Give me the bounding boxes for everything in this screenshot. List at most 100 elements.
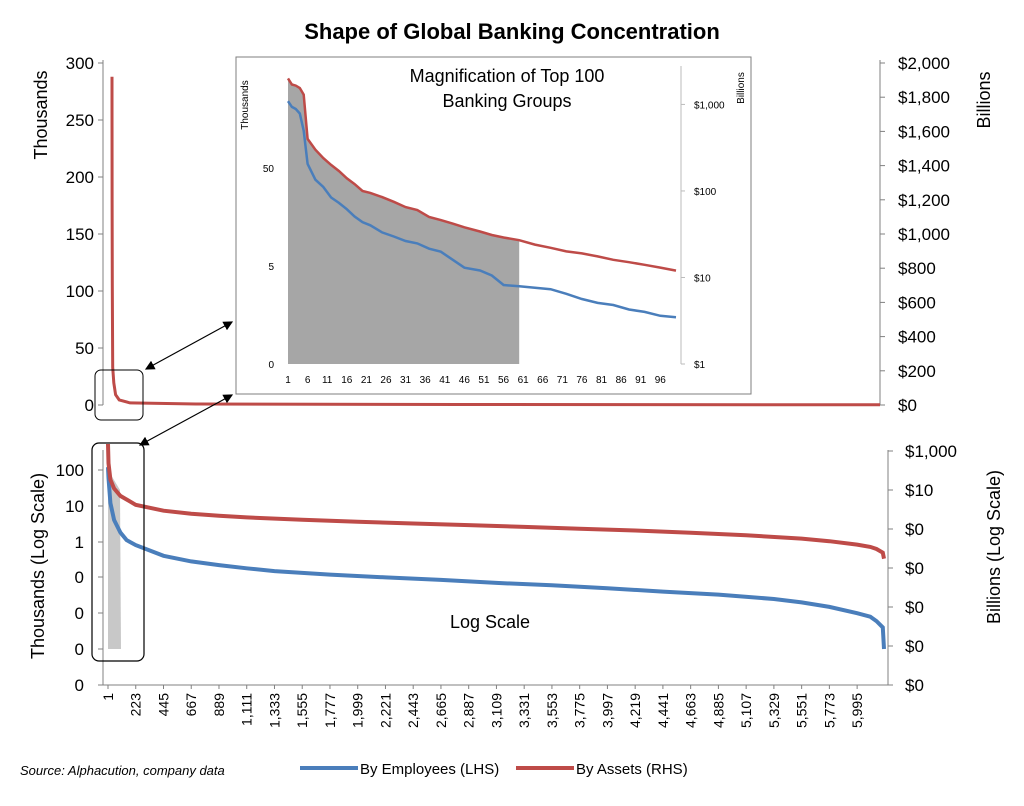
bottom-x-ticks: 1 223 445 667 889 1,111 1,333 1,555 1,777 1,999 2,…: [100, 685, 865, 728]
inset-panel: Magnification of Top 100 Banking Groups …: [235, 56, 752, 395]
inset-left-tick-label: 50: [263, 164, 275, 175]
inset-assets-series-line: [286, 77, 677, 272]
inset-x-tick-label: 66: [537, 375, 549, 386]
legend-assets-label: By Assets (RHS): [576, 761, 688, 778]
bottom-right-axis-label: Billions (Log Scale): [984, 470, 1004, 624]
arrow-bottom-to-inset: [138, 394, 234, 446]
top-right-ticks: $0 $200 $400 $600 $800 $1,000 $1,200 $1,400 $1,6…: [880, 54, 950, 415]
legend-employees-label: By Employees (LHS): [360, 761, 499, 778]
inset-title-text-2: Banking Groups: [442, 91, 571, 111]
inset-shaded-area: [288, 78, 520, 365]
bottom-x-tick-label: 1,777: [322, 693, 338, 728]
bottom-x-tick-label: 5,329: [766, 693, 782, 728]
inset-x-tick-label: 76: [576, 375, 588, 386]
inset-x-tick-label: 81: [596, 375, 608, 386]
bottom-x-tick-label: 1,555: [294, 693, 310, 728]
bottom-x-tick-label: 4,219: [627, 693, 643, 728]
top-right-tick-label: $800: [898, 259, 936, 278]
inset-left-axis-label: Thousands: [240, 80, 251, 129]
inset-x-tick-label: 26: [380, 375, 392, 386]
top-left-tick-label: 150: [66, 225, 94, 244]
bottom-x-tick-label: 3,553: [544, 693, 560, 728]
inset-x-tick-label: 21: [361, 375, 373, 386]
bottom-panel: 0 0 0 0 1 10 100 $0 $0 $0 $0 $0 $10 $1,000 1 223 445 66…: [28, 442, 1004, 728]
bottom-x-tick-label: 2,665: [433, 693, 449, 728]
top-right-tick-label: $0: [898, 396, 917, 415]
top-left-tick-label: 0: [85, 396, 94, 415]
top-right-tick-label: $1,000: [898, 225, 950, 244]
inset-x-tick-label: 86: [616, 375, 628, 386]
bottom-x-tick-label: 223: [128, 693, 144, 717]
inset-right-ticks: $1 $10 $100 $1,000: [680, 66, 725, 371]
bottom-x-tick-label: 3,109: [488, 693, 504, 728]
bottom-left-axis-label: Thousands (Log Scale): [28, 473, 48, 659]
inset-title-text-1: Magnification of Top 100: [410, 66, 605, 86]
bottom-x-tick-label: 667: [183, 693, 199, 717]
inset-x-tick-label: 1: [285, 375, 291, 386]
inset-x-tick-label: 61: [518, 375, 530, 386]
top-right-tick-label: $400: [898, 328, 936, 347]
inset-x-ticks: 1 6 11 16 21 26 31 36 41 46 51 56 61 66 71 76 81 86 91 96: [285, 375, 666, 386]
bottom-x-tick-label: 5,551: [794, 693, 810, 728]
bottom-x-tick-label: 3,775: [572, 693, 588, 728]
bottom-x-tick-label: 1,999: [350, 693, 366, 728]
bottom-x-tick-label: 5,995: [849, 693, 865, 728]
bottom-x-tick-label: 1: [100, 693, 116, 701]
bottom-x-tick-label: 445: [156, 693, 172, 717]
arrow-top-to-inset: [144, 321, 234, 370]
bottom-left-tick-label: 0: [75, 676, 84, 695]
bottom-left-tick-label: 10: [65, 497, 84, 516]
bottom-left-tick-label: 0: [75, 640, 84, 659]
top-left-tick-label: 250: [66, 111, 94, 130]
top-right-tick-label: $1,800: [898, 88, 950, 107]
inset-x-tick-label: 31: [400, 375, 412, 386]
top-left-ticks: 0 50 100 150 200 250 300: [66, 54, 103, 415]
bottom-employees-series-line: [106, 467, 886, 650]
inset-left-ticks: 0 5 50: [263, 164, 275, 371]
top-right-tick-label: $200: [898, 362, 936, 381]
inset-x-tick-label: 51: [478, 375, 490, 386]
bottom-left-ticks: 0 0 0 0 1 10 100: [56, 461, 103, 695]
bottom-x-tick-label: 3,997: [599, 693, 615, 728]
source-note: Source: Alphacution, company data: [20, 763, 225, 778]
bottom-left-tick-label: 0: [75, 604, 84, 623]
top-right-tick-label: $1,200: [898, 191, 950, 210]
inset-right-axis-label: Billions: [736, 72, 747, 104]
bottom-right-ticks: $0 $0 $0 $0 $0 $10 $1,000: [888, 442, 957, 695]
inset-x-tick-label: 46: [459, 375, 471, 386]
top-left-tick-label: 50: [75, 339, 94, 358]
inset-title-line1: Magnification of Top 100: [410, 66, 605, 86]
bottom-left-tick-label: 1: [75, 533, 84, 552]
inset-x-tick-label: 91: [635, 375, 647, 386]
inset-left-tick-label: 0: [268, 360, 274, 371]
bottom-right-tick-label: $1,000: [905, 442, 957, 461]
bottom-right-tick-label: $0: [905, 598, 924, 617]
inset-right-tick-label: $1: [694, 360, 706, 371]
bottom-right-tick-label: $0: [905, 520, 924, 539]
bottom-x-tick-label: 1,333: [267, 693, 283, 728]
top-right-tick-label: $1,400: [898, 157, 950, 176]
bottom-assets-series-line: [106, 443, 886, 560]
top-assets-series-line: [110, 76, 881, 407]
bottom-x-tick-label: 889: [211, 693, 227, 717]
bottom-x-tick-label: 2,221: [378, 693, 394, 728]
top-right-axis-label: Billions: [974, 71, 994, 128]
inset-x-tick-label: 96: [655, 375, 667, 386]
inset-employees-series-line: [286, 100, 677, 319]
inset-x-tick-label: 41: [439, 375, 451, 386]
bottom-x-tick-label: 4,885: [710, 693, 726, 728]
top-right-tick-label: $2,000: [898, 54, 950, 73]
inset-title-line2: Banking Groups: [442, 91, 571, 111]
inset-x-tick-label: 71: [557, 375, 569, 386]
bottom-left-tick-label: 0: [75, 568, 84, 587]
top-right-tick-label: $1,600: [898, 122, 950, 141]
bottom-panel-title: Log Scale: [450, 612, 530, 632]
top-left-tick-label: 200: [66, 168, 94, 187]
inset-x-tick-label: 56: [498, 375, 510, 386]
inset-right-tick-label: $100: [694, 187, 717, 198]
bottom-x-tick-label: 3,331: [516, 693, 532, 728]
bottom-right-tick-label: $0: [905, 637, 924, 656]
bottom-x-tick-label: 2,443: [405, 693, 421, 728]
